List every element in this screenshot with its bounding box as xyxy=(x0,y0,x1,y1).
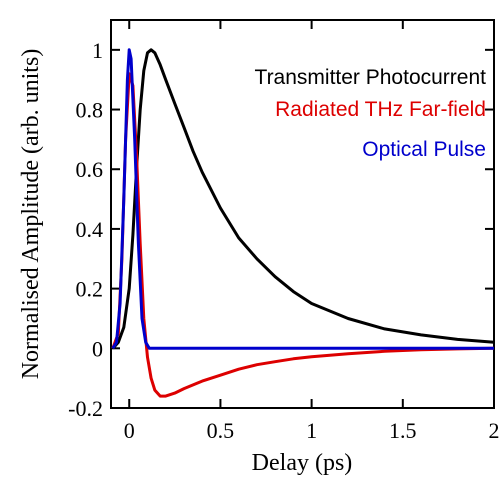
y-tick-label: 0 xyxy=(92,336,103,361)
x-tick-label: 2 xyxy=(489,418,499,443)
y-tick-label: 0.8 xyxy=(76,98,104,123)
y-tick-label: -0.2 xyxy=(68,396,103,421)
y-tick-label: 0.6 xyxy=(76,157,104,182)
x-tick-label: 0.5 xyxy=(207,418,235,443)
y-tick-label: 0.2 xyxy=(76,277,104,302)
x-ticks: 0 0.5 1 1.5 2 xyxy=(124,20,499,443)
legend-entry-3: Optical Pulse xyxy=(362,138,486,161)
legend-entry-2: Radiated THz Far-field xyxy=(275,98,486,121)
y-tick-label: 1 xyxy=(92,38,103,63)
legend-entry-1: Transmitter Photocurrent xyxy=(255,66,487,89)
series-line-1 xyxy=(111,48,495,350)
y-tick-label: 0.4 xyxy=(76,217,104,242)
y-ticks: -0.2 0 0.2 0.4 0.6 0.8 1 xyxy=(68,38,494,421)
series-layer xyxy=(111,48,495,398)
x-tick-label: 1 xyxy=(306,418,317,443)
legend: Transmitter Photocurrent Radiated THz Far… xyxy=(255,66,487,161)
x-tick-label: 1.5 xyxy=(389,418,417,443)
x-tick-label: 0 xyxy=(124,418,135,443)
series-line-3 xyxy=(111,48,494,350)
x-axis-label: Delay (ps) xyxy=(252,450,353,476)
y-axis-label: Normalised Amplitude (arb. units) xyxy=(18,49,44,380)
plot-frame xyxy=(110,19,495,409)
